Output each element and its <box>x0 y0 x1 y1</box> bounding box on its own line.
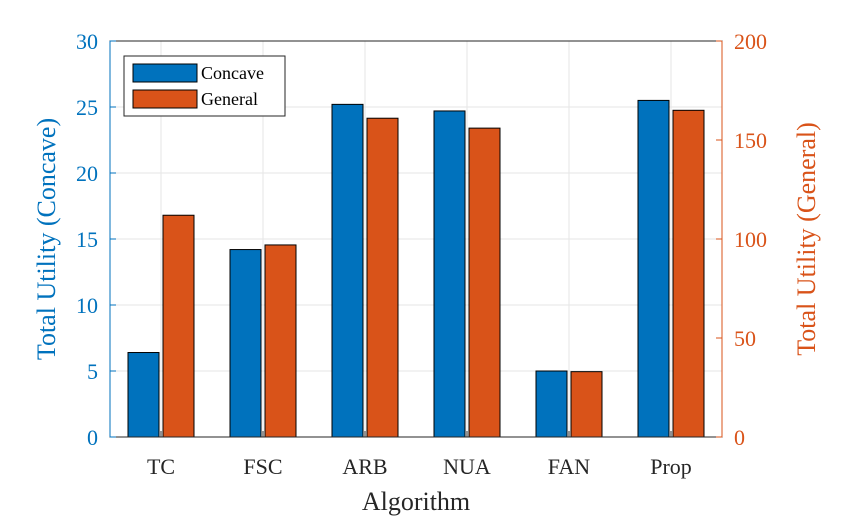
bar-general-prop <box>672 109 705 438</box>
right-tick-label: 100 <box>734 227 767 252</box>
bar-general-arb <box>366 117 399 438</box>
x-tick-label: ARB <box>342 454 387 479</box>
left-tick-label: 5 <box>87 359 98 384</box>
bar-concave-fsc <box>229 249 262 438</box>
x-tick-label: TC <box>147 454 175 479</box>
bar-concave-tc <box>127 352 160 438</box>
right-y-axis: 0 50 100 150 200 <box>716 29 767 450</box>
bar-general-nua <box>468 127 501 438</box>
x-tick-label: Prop <box>650 454 692 479</box>
legend-label-general: General <box>201 89 258 109</box>
bar-concave-prop <box>637 99 670 438</box>
left-tick-label: 30 <box>76 29 98 54</box>
left-y-axis: 0 5 10 15 20 25 30 <box>76 29 116 450</box>
legend-swatch-concave <box>132 63 198 83</box>
x-tick-label: NUA <box>443 454 491 479</box>
bar-concave-nua <box>433 110 466 438</box>
legend: Concave General <box>123 55 286 117</box>
left-tick-label: 10 <box>76 293 98 318</box>
right-tick-label: 150 <box>734 128 767 153</box>
left-tick-label: 20 <box>76 161 98 186</box>
bar-concave-arb <box>331 103 364 438</box>
x-tick-label: FAN <box>548 454 590 479</box>
x-axis: TC FSC ARB NUA FAN Prop <box>147 431 692 479</box>
left-y-axis-title: Total Utility (Concave) <box>32 118 61 360</box>
legend-label-concave: Concave <box>201 63 264 83</box>
bar-concave-fan <box>535 370 568 438</box>
right-tick-label: 0 <box>734 425 745 450</box>
bar-general-fan <box>570 371 603 438</box>
right-tick-label: 50 <box>734 326 756 351</box>
legend-swatch-general <box>132 89 198 109</box>
x-tick-label: FSC <box>243 454 282 479</box>
left-tick-label: 15 <box>76 227 98 252</box>
left-tick-label: 25 <box>76 95 98 120</box>
right-tick-label: 200 <box>734 29 767 54</box>
left-tick-label: 0 <box>87 425 98 450</box>
bar-general-tc <box>162 214 195 438</box>
x-axis-title: Algorithm <box>362 487 470 516</box>
bars <box>127 99 705 438</box>
right-y-axis-title: Total Utility (General) <box>792 122 821 356</box>
bar-general-fsc <box>264 244 297 438</box>
